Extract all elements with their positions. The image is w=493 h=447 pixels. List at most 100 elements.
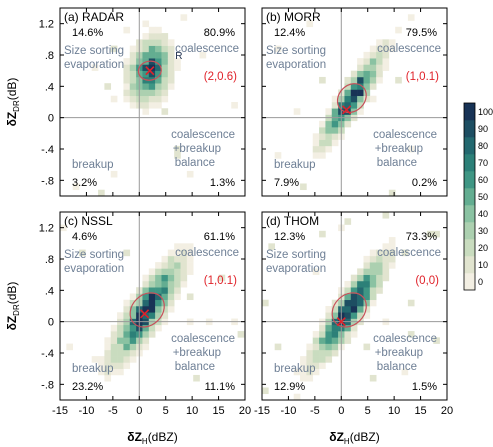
x-axis-label-main: δZ bbox=[127, 430, 142, 444]
y-axis-label-unit: (dB) bbox=[5, 78, 19, 101]
heatmap-cell bbox=[174, 274, 181, 282]
heatmap-cell bbox=[433, 337, 440, 344]
heatmap-cell bbox=[161, 268, 169, 275]
heatmap-cell bbox=[325, 139, 333, 147]
colorbar-tick-label: 50 bbox=[478, 192, 488, 202]
heatmap-cell bbox=[363, 51, 371, 59]
y-axis-label-main: δZ bbox=[5, 112, 19, 127]
x-tick-label: 5 bbox=[365, 405, 371, 417]
heatmap-cell bbox=[363, 95, 371, 103]
heatmap-cell bbox=[344, 280, 352, 288]
heatmap-cell bbox=[129, 312, 137, 319]
heatmap-cell bbox=[161, 33, 169, 40]
y-axis-label: δZDR(dB) bbox=[5, 282, 21, 331]
heatmap-cell bbox=[319, 133, 326, 140]
panel-3: -15 -10 -5 0 5 10 15 20 -.8 -.4 0 .4 .8 1.2 (c) NSSL 4.… bbox=[39, 211, 251, 417]
y-axis-label-unit: (dB) bbox=[5, 282, 19, 305]
label-breakup: breakup bbox=[274, 363, 316, 375]
heatmap-cell bbox=[110, 337, 118, 344]
heatmap-cell bbox=[186, 243, 194, 250]
label-balance: balance bbox=[175, 157, 215, 169]
y-tick-label: 1.2 bbox=[39, 19, 54, 31]
heatmap-cell bbox=[382, 64, 390, 71]
heatmap-cell bbox=[155, 95, 162, 103]
heatmap-cell bbox=[161, 58, 169, 65]
heatmap-cell bbox=[123, 76, 131, 84]
heatmap-cell bbox=[161, 76, 169, 84]
heatmap-cell bbox=[117, 343, 124, 351]
heatmap-cell bbox=[161, 89, 169, 97]
heatmap-cell bbox=[331, 337, 339, 344]
heatmap-cell bbox=[174, 58, 181, 65]
heatmap-cell bbox=[148, 287, 156, 294]
heatmap-cell bbox=[142, 89, 150, 97]
heatmap-cell bbox=[312, 343, 320, 351]
heatmap-cell bbox=[325, 145, 333, 153]
heatmap-cell bbox=[174, 280, 181, 288]
heatmap-cell bbox=[110, 95, 118, 103]
heatmap-cell bbox=[319, 362, 326, 369]
heatmap-cell bbox=[357, 95, 364, 103]
heatmap-cell bbox=[369, 262, 377, 269]
heatmap-cell bbox=[376, 58, 383, 65]
heatmap-cell bbox=[155, 312, 162, 319]
heatmap-cell bbox=[142, 280, 150, 288]
colorbar-tick-label: 70 bbox=[478, 158, 488, 168]
heatmap-cell bbox=[363, 343, 371, 351]
heatmap-cell bbox=[231, 102, 238, 109]
heatmap-cell bbox=[129, 58, 137, 65]
heatmap-cell bbox=[167, 70, 175, 78]
pct-bottom-left: 23.2% bbox=[72, 381, 103, 393]
pct-top-right: 79.5% bbox=[406, 27, 437, 39]
heatmap-cell bbox=[369, 58, 377, 65]
heatmap-cell bbox=[376, 39, 383, 46]
heatmap-cell bbox=[395, 76, 402, 84]
heatmap-cell bbox=[357, 58, 364, 65]
heatmap-cell bbox=[363, 280, 371, 288]
heatmap-cell bbox=[104, 374, 112, 382]
heatmap-cell bbox=[174, 255, 181, 263]
heatmap-cell bbox=[363, 89, 371, 97]
heatmap-cell bbox=[357, 293, 364, 301]
heatmap-cell bbox=[186, 249, 194, 257]
heatmap-cell bbox=[350, 299, 358, 307]
heatmap-cell bbox=[98, 362, 105, 369]
heatmap-cell bbox=[167, 76, 175, 84]
heatmap-cell bbox=[129, 95, 137, 103]
heatmap-cell bbox=[155, 39, 162, 46]
heatmap-cell bbox=[376, 287, 383, 294]
heatmap-cell bbox=[129, 331, 137, 338]
heatmap-cell bbox=[369, 299, 377, 307]
heatmap-cell bbox=[123, 95, 131, 103]
heatmap-cell bbox=[161, 255, 169, 263]
heatmap-cell bbox=[148, 324, 156, 332]
heatmap-cell bbox=[129, 102, 137, 109]
heatmap-cell bbox=[376, 280, 383, 288]
label-evaporation: evaporation bbox=[266, 263, 326, 275]
heatmap-cell bbox=[363, 64, 371, 71]
heatmap-cell bbox=[325, 356, 333, 363]
heatmap-cell bbox=[350, 324, 358, 332]
label-breakup: breakup bbox=[72, 363, 114, 375]
heatmap-cell bbox=[388, 243, 396, 250]
panel-title: (c) NSSL bbox=[64, 214, 113, 228]
mode-marker bbox=[140, 309, 150, 319]
heatmap-cell bbox=[193, 374, 200, 382]
heatmap-cell bbox=[148, 45, 156, 53]
panel-2: (b) MORR 12.4% 79.5% 7.9% 0.2% Size sorting ev… bbox=[261, 7, 448, 197]
heatmap-cell bbox=[388, 39, 396, 46]
heatmap-cell bbox=[369, 255, 377, 263]
heatmap-cell bbox=[306, 374, 314, 382]
heatmap-cell bbox=[110, 368, 118, 376]
heatmap-cell bbox=[357, 64, 364, 71]
pct-bottom-right: 0.2% bbox=[412, 177, 437, 189]
heatmap-cell bbox=[388, 237, 396, 244]
heatmap-cell bbox=[167, 262, 175, 269]
heatmap-cell bbox=[148, 299, 156, 307]
label-coalescence: coalescence bbox=[377, 247, 441, 259]
heatmap-cell bbox=[376, 268, 383, 275]
heatmap-cell bbox=[174, 249, 181, 257]
heatmap-cell bbox=[155, 83, 162, 90]
colorbar-segment bbox=[464, 256, 475, 274]
heatmap-cell bbox=[319, 356, 326, 363]
